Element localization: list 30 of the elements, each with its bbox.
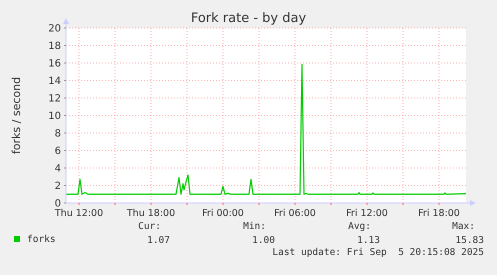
x-tick-label: Fri 18:00 [418, 208, 460, 219]
y-tick-label: 0 [54, 198, 61, 210]
text: 15.83 [455, 235, 484, 246]
text: 1.07 [147, 235, 170, 246]
y-tick-label: 16 [48, 58, 61, 70]
line-series [65, 64, 467, 195]
text: Cur: [138, 221, 161, 232]
text: 1.00 [252, 235, 276, 246]
legend-label: forks [27, 234, 56, 245]
y-tick-label: 14 [48, 76, 61, 87]
x-tick-label: Thu 18:00 [126, 208, 176, 219]
x-tick-label: Fri 12:00 [346, 208, 388, 219]
text: Last update: Fri Sep 5 20:15:08 2025 [272, 247, 484, 258]
y-tick-label: 10 [48, 111, 61, 122]
x-tick-label: Fri 06:00 [274, 208, 316, 219]
y-axis-title: forks / second [10, 76, 23, 154]
x-tick-label: Fri 00:00 [202, 208, 244, 219]
text: Avg: [348, 221, 371, 232]
y-tick-label: 20 [48, 24, 61, 34]
x-tick-label: Thu 12:00 [54, 208, 104, 219]
y-tick-label: 18 [48, 41, 61, 52]
text: Max: [452, 221, 475, 232]
y-tick-label: 6 [54, 146, 61, 157]
y-tick-label: 2 [54, 181, 61, 192]
y-tick-label: 8 [54, 128, 61, 140]
y-tick-label: 12 [48, 94, 61, 104]
chart-title: Fork rate - by day [190, 11, 306, 26]
text: Min: [243, 221, 266, 232]
text: 1.13 [357, 235, 380, 246]
y-tick-label: 4 [54, 164, 61, 174]
